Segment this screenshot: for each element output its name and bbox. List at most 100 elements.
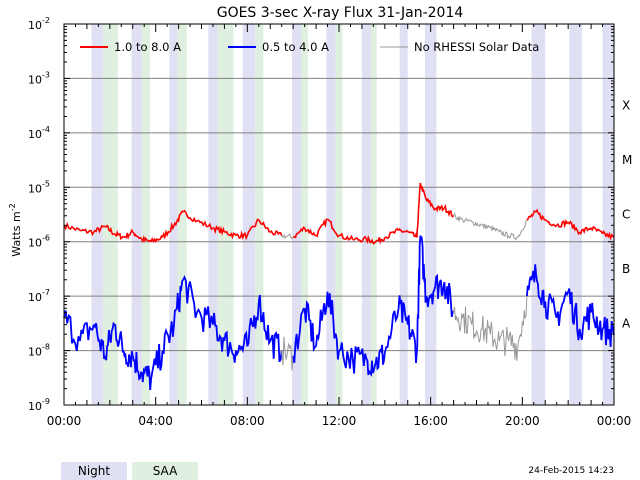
y-tick-label: 10-7	[28, 288, 50, 304]
series-segment	[383, 308, 400, 354]
series-segment	[517, 296, 528, 347]
y-tick-label: 10-2	[28, 16, 50, 32]
series-segment	[419, 182, 427, 200]
series-segment	[526, 210, 537, 221]
legend-label: No RHESSI Solar Data	[414, 40, 539, 54]
series-segment	[480, 315, 491, 344]
legend-label: 0.5 to 4.0 A	[262, 40, 329, 54]
saa-legend-label: SAA	[153, 464, 178, 478]
series-segment	[113, 229, 125, 241]
series-segment	[443, 204, 455, 218]
series-segment	[555, 290, 570, 326]
series-segment	[235, 230, 249, 241]
saa-band	[371, 24, 377, 405]
y-tick-label: 10-4	[28, 125, 50, 141]
y-tick-label: 10-5	[28, 179, 50, 195]
y-axis-label: Watts m-2	[8, 203, 23, 256]
night-legend-label: Night	[78, 464, 111, 478]
series-segment	[182, 274, 198, 319]
series-segment	[131, 351, 143, 381]
saa-legend-swatch	[132, 462, 198, 480]
series-segment	[471, 311, 482, 343]
night-band	[91, 24, 103, 405]
x-tick-label: 08:00	[230, 414, 265, 428]
series-segment	[257, 294, 272, 346]
night-band	[602, 24, 614, 405]
series-segment	[416, 182, 422, 238]
night-band	[208, 24, 218, 405]
series-segment	[508, 331, 519, 361]
series-segment	[374, 344, 386, 371]
series-segment	[453, 306, 464, 332]
axis-ticks: 10-9 10-8 10-7 10-6 10-5 10-4 10-3 10-2 00:00 04:…	[28, 16, 632, 428]
night-band	[169, 24, 178, 405]
series-segment	[425, 197, 436, 212]
series-segment	[173, 210, 184, 227]
series-segment	[141, 235, 152, 244]
series-segment	[338, 232, 354, 241]
night-legend-swatch	[61, 462, 127, 480]
series-segment	[141, 365, 152, 390]
saa-band	[177, 24, 187, 405]
series-segment	[235, 330, 249, 357]
series-segment	[351, 346, 368, 374]
series-segment	[578, 226, 592, 236]
y-tick-label: 10-9	[28, 397, 50, 413]
series-segment	[150, 343, 164, 380]
series-segment	[471, 221, 482, 227]
series-segment	[132, 231, 143, 240]
series-segment	[508, 232, 518, 241]
series-segment	[517, 219, 528, 238]
saa-band	[335, 24, 343, 405]
series-segment	[397, 227, 409, 233]
series-segment	[590, 225, 604, 235]
series-segment	[326, 291, 340, 360]
series-segment	[223, 330, 237, 363]
saa-band	[255, 24, 264, 405]
series-segment	[365, 234, 377, 245]
flare-class-label: C	[622, 208, 630, 222]
x-tick-label: 00:00	[597, 414, 632, 428]
series-segment	[590, 302, 604, 341]
series-segment	[567, 220, 581, 236]
series-segment	[161, 222, 175, 240]
series-segment	[384, 227, 400, 240]
series-segment	[258, 219, 271, 233]
series-segment	[315, 218, 328, 238]
series-segment	[161, 321, 175, 355]
series-segment	[416, 235, 422, 351]
x-tick-label: 20:00	[505, 414, 540, 428]
night-band	[242, 24, 256, 405]
series-segment	[489, 224, 500, 233]
legend: 1.0 to 8.0 A 0.5 to 4.0 A No RHESSI Solar …	[80, 40, 539, 54]
chart-title: GOES 3-sec X-ray Flux 31-Jan-2014	[217, 5, 464, 21]
flare-class-label: B	[622, 262, 630, 276]
series-segment	[544, 293, 558, 321]
series-segment	[443, 282, 455, 318]
series-segment	[434, 273, 446, 299]
footer: Night SAA 24-Feb-2015 14:23	[61, 462, 614, 480]
saa-band	[141, 24, 150, 405]
series-segment	[556, 219, 569, 229]
saa-band	[102, 24, 118, 405]
series-segment	[535, 208, 546, 221]
series-segment	[93, 224, 106, 234]
series-segment	[535, 274, 547, 308]
series-segment	[498, 326, 510, 357]
series-segment	[601, 316, 615, 347]
series-segment	[480, 223, 491, 230]
x-tick-label: 16:00	[413, 414, 448, 428]
series-segment	[281, 233, 294, 240]
x-tick-label: 04:00	[138, 414, 173, 428]
night-band	[326, 24, 336, 405]
night-band	[424, 24, 437, 405]
series-segment	[212, 312, 226, 352]
series-segment	[123, 228, 134, 240]
series-segment	[196, 219, 214, 231]
series-segment	[105, 224, 115, 236]
series-segment	[212, 224, 226, 236]
series-segment	[406, 315, 418, 364]
series-segment	[246, 301, 260, 347]
series-segment	[526, 264, 537, 297]
